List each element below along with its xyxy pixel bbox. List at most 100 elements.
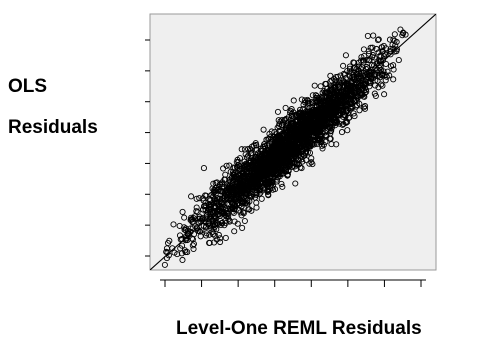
- scatter-point: [347, 83, 354, 90]
- scatter-point: [335, 81, 342, 88]
- scatter-point: [252, 155, 259, 162]
- scatter-point: [297, 164, 304, 171]
- scatter-point: [319, 95, 326, 102]
- scatter-point: [371, 54, 378, 61]
- scatter-point: [221, 200, 228, 207]
- scatter-point: [234, 183, 241, 190]
- scatter-point: [347, 65, 354, 72]
- scatter-point: [296, 119, 303, 126]
- scatter-point: [351, 73, 358, 80]
- scatter-point: [350, 69, 357, 76]
- scatter-point: [280, 132, 287, 139]
- scatter-point: [346, 73, 353, 80]
- scatter-point: [290, 97, 297, 104]
- scatter-point: [248, 193, 255, 200]
- scatter-point: [281, 158, 288, 165]
- scatter-point: [214, 194, 221, 202]
- scatter-point: [305, 114, 312, 121]
- scatter-point: [328, 83, 335, 90]
- scatter-point: [213, 236, 220, 243]
- y-axis-label-line-2: Residuals: [8, 117, 98, 138]
- scatter-point: [262, 154, 269, 161]
- scatter-point: [378, 72, 385, 79]
- scatter-point: [378, 44, 385, 51]
- scatter-point: [235, 158, 242, 166]
- scatter-point: [368, 75, 375, 82]
- scatter-point: [375, 49, 382, 56]
- scatter-point: [323, 85, 331, 93]
- scatter-point: [182, 227, 189, 234]
- scatter-point: [248, 143, 255, 150]
- scatter-point: [392, 42, 399, 49]
- scatter-point: [236, 165, 243, 172]
- scatter-point: [375, 36, 382, 43]
- scatter-point: [350, 65, 357, 72]
- scatter-point: [387, 48, 394, 55]
- scatter-point: [346, 63, 353, 70]
- scatter-point: [260, 126, 267, 133]
- scatter-point: [202, 218, 209, 225]
- scatter-point: [331, 109, 338, 116]
- scatter-point: [265, 187, 272, 194]
- scatter-point: [302, 133, 309, 140]
- scatter-point: [300, 105, 307, 112]
- scatter-point: [319, 145, 326, 152]
- scatter-point: [365, 50, 372, 57]
- scatter-point: [196, 228, 204, 235]
- scatter-point: [268, 128, 275, 135]
- scatter-point: [308, 155, 315, 162]
- scatter-point: [391, 31, 398, 38]
- scatter-point: [317, 119, 324, 126]
- scatter-point: [341, 98, 348, 105]
- scatter-point: [253, 204, 260, 211]
- scatter-point: [265, 147, 272, 154]
- scatter-point: [314, 99, 321, 106]
- scatter-point: [225, 216, 232, 223]
- scatter-point: [240, 164, 247, 171]
- scatter-point: [211, 186, 218, 193]
- scatter-point: [200, 165, 207, 172]
- scatter-point: [391, 37, 398, 44]
- scatter-point: [270, 166, 277, 173]
- scatter-point: [206, 239, 213, 246]
- scatter-point: [244, 172, 251, 179]
- scatter-point: [387, 51, 394, 58]
- scatter-point: [327, 72, 334, 79]
- scatter-point: [284, 159, 291, 166]
- scatter-point: [357, 71, 364, 78]
- y-axis-label-line-1: OLS: [8, 76, 48, 97]
- scatter-point: [353, 81, 360, 88]
- scatter-point: [217, 218, 224, 225]
- scatter-point: [219, 188, 226, 195]
- scatter-point: [360, 85, 367, 92]
- scatter-point: [332, 119, 339, 126]
- scatter-point: [308, 159, 315, 166]
- scatter-point: [372, 82, 379, 89]
- scatter-point: [188, 193, 195, 200]
- scatter-point: [176, 232, 184, 239]
- scatter-point: [274, 108, 282, 115]
- scatter-point: [278, 180, 285, 187]
- scatter-point: [319, 104, 327, 111]
- scatter-point: [241, 172, 248, 180]
- fit-line: [150, 14, 436, 270]
- scatter-point: [360, 57, 367, 64]
- scatter-point: [269, 186, 276, 193]
- scatter-point: [362, 65, 369, 73]
- scatter-point: [338, 103, 345, 110]
- scatter-point: [234, 181, 241, 188]
- scatter-point: [184, 249, 191, 256]
- scatter-point: [269, 136, 277, 143]
- scatter-point: [298, 112, 305, 119]
- scatter-point: [352, 103, 359, 110]
- scatter-point: [341, 111, 348, 118]
- scatter-point: [304, 104, 311, 111]
- scatter-point: [328, 108, 335, 115]
- scatter-point: [217, 235, 224, 242]
- scatter-point: [281, 151, 288, 158]
- scatter-point: [199, 214, 206, 221]
- scatter-point: [327, 135, 334, 142]
- scatter-point: [231, 228, 238, 235]
- scatter-point: [290, 109, 297, 116]
- scatter-point: [322, 132, 329, 140]
